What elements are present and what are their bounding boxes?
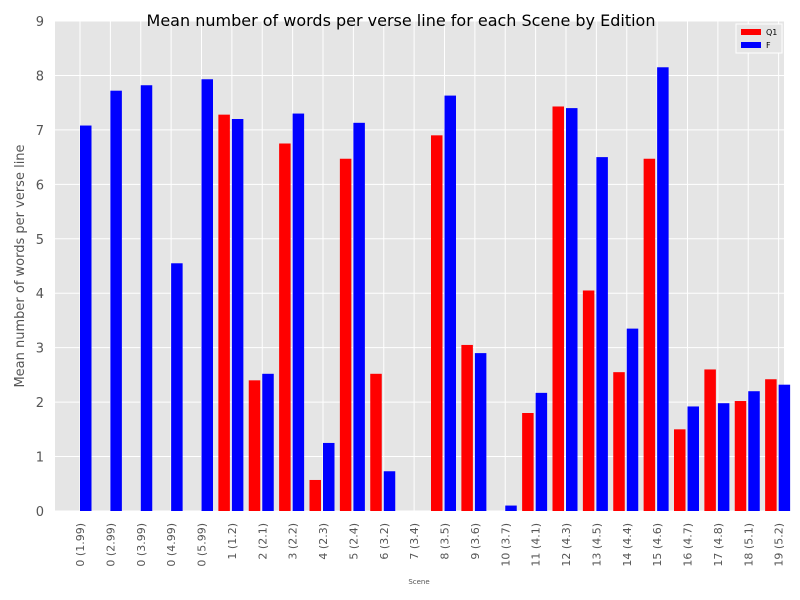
- x-tick-label: 0 (1.99): [74, 523, 87, 567]
- bar-f-13: [474, 353, 487, 511]
- x-tick-label: 16 (4.7): [682, 523, 695, 567]
- bar-f-12: [444, 95, 456, 511]
- y-axis-ticks: 0 1 2 3 4 5 6 7 8 9: [36, 15, 44, 520]
- bar-f-19: [657, 67, 669, 512]
- bar-q1-15: [522, 413, 534, 511]
- bar-f-18: [626, 328, 639, 511]
- bar-q1-12: [431, 135, 443, 512]
- x-tick-label: 9 (3.6): [469, 523, 482, 560]
- y-tick-label: 7: [36, 124, 44, 139]
- bar-q1-7: [279, 143, 291, 511]
- x-tick-label: 6 (3.2): [378, 523, 391, 560]
- x-axis-label: Scene: [408, 578, 429, 586]
- bar-f-15: [535, 392, 548, 511]
- bar-f-16: [566, 108, 578, 511]
- y-tick-label: 2: [36, 396, 44, 411]
- x-tick-label: 15 (4.6): [651, 523, 664, 567]
- bar-q1-16: [552, 106, 564, 511]
- x-tick-label: 0 (4.99): [165, 523, 178, 567]
- x-tick-label: 2 (2.1): [256, 523, 269, 560]
- bar-f-10: [383, 471, 396, 511]
- x-tick-label: 13 (4.5): [590, 523, 603, 567]
- bar-q1-6: [248, 380, 261, 511]
- bar-q1-17: [582, 290, 595, 511]
- bar-f-22: [748, 391, 760, 511]
- x-tick-label: 14 (4.4): [621, 523, 634, 567]
- bar-f-23: [778, 384, 791, 511]
- legend: Q1 F: [735, 23, 783, 54]
- x-tick-label: 0 (2.99): [104, 523, 117, 567]
- x-tick-label: 19 (5.2): [773, 523, 786, 567]
- bar-q1-8: [309, 479, 321, 511]
- x-tick-label: 18 (5.1): [742, 523, 755, 567]
- bar-q1-18: [613, 372, 625, 511]
- x-tick-label: 3 (2.2): [287, 523, 300, 560]
- legend-swatch-f: [741, 42, 761, 48]
- bar-f-3: [171, 263, 183, 511]
- y-tick-label: 3: [36, 342, 44, 357]
- bar-q1-23: [765, 379, 777, 511]
- bar-f-2: [140, 85, 153, 511]
- y-tick-label: 9: [36, 15, 44, 30]
- bar-f-8: [323, 442, 335, 511]
- x-tick-label: 0 (3.99): [135, 523, 148, 567]
- bars: [80, 67, 791, 512]
- chart-title: Mean number of words per verse line for …: [147, 11, 656, 30]
- y-tick-label: 1: [36, 451, 44, 466]
- bar-f-0: [80, 125, 92, 512]
- x-tick-label: 7 (3.4): [408, 523, 421, 560]
- bar-q1-20: [674, 429, 686, 511]
- bar-q1-21: [704, 369, 716, 511]
- bar-q1-10: [370, 373, 382, 511]
- y-tick-label: 5: [36, 233, 44, 248]
- y-tick-label: 4: [36, 287, 44, 302]
- bar-f-4: [201, 79, 213, 511]
- bar-f-6: [262, 373, 274, 511]
- x-tick-label: 5 (2.4): [347, 523, 360, 560]
- legend-label-f: F: [766, 41, 771, 50]
- x-tick-label: 12 (4.3): [560, 523, 573, 567]
- legend-box: [735, 23, 783, 54]
- x-tick-label: 11 (4.1): [530, 523, 543, 567]
- bar-q1-22: [734, 401, 747, 511]
- bar-q1-5: [218, 114, 230, 512]
- x-tick-label: 8 (3.5): [439, 523, 452, 560]
- x-tick-label: 1 (1.2): [226, 523, 239, 560]
- bar-f-20: [687, 406, 699, 511]
- bar-f-14: [505, 505, 517, 511]
- y-axis-label: Mean number of words per verse line: [13, 144, 28, 387]
- bar-f-9: [353, 122, 365, 512]
- bar-f-21: [717, 403, 730, 511]
- bar-f-5: [231, 119, 244, 511]
- x-tick-label: 0 (5.99): [196, 523, 209, 567]
- y-tick-label: 8: [36, 69, 44, 84]
- x-tick-label: 10 (3.7): [499, 523, 512, 567]
- legend-label-q1: Q1: [766, 28, 777, 37]
- y-tick-label: 0: [36, 505, 44, 520]
- bar-q1-19: [643, 158, 656, 511]
- x-tick-label: 17 (4.8): [712, 523, 725, 567]
- y-tick-label: 6: [36, 178, 44, 193]
- bar-f-7: [292, 113, 305, 512]
- bar-q1-9: [339, 158, 352, 511]
- bar-f-17: [596, 157, 608, 511]
- bar-f-1: [110, 90, 122, 511]
- legend-swatch-q1: [741, 29, 761, 35]
- x-tick-label: 4 (2.3): [317, 523, 330, 560]
- bar-q1-13: [461, 344, 473, 511]
- x-axis-ticks: 0 (1.99) 0 (2.99) 0 (3.99) 0 (4.99) 0 (5.99)…: [74, 523, 786, 567]
